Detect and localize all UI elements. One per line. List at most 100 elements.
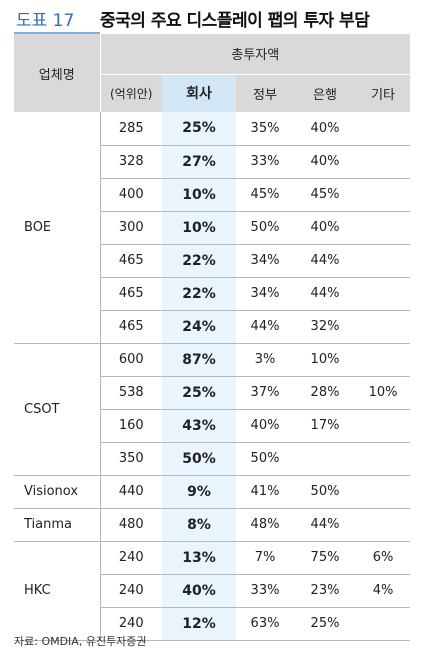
total-investment-header: 총투자액 <box>100 34 411 75</box>
other-share-cell: 10% <box>356 376 411 410</box>
total-investment-cell: 400 <box>100 178 162 212</box>
total-investment-cell: 480 <box>100 508 162 542</box>
government-share-cell: 35% <box>236 112 294 146</box>
government-share-cell: 41% <box>236 475 294 509</box>
other-share-cell <box>356 343 411 377</box>
bank-share-header: 은행 <box>294 74 356 112</box>
company-name-cell: HKC <box>14 541 101 641</box>
bank-share-cell: 25% <box>294 607 356 641</box>
company-share-cell: 87% <box>162 343 236 377</box>
figure-label: 도표 17 <box>16 11 75 31</box>
company-share-cell: 25% <box>162 112 236 146</box>
table-row: 240 12% 63% 25% <box>14 607 411 641</box>
bank-share-cell: 50% <box>294 475 356 509</box>
table-row: 465 22% 34% 44% <box>14 277 411 311</box>
company-share-cell: 24% <box>162 310 236 344</box>
total-investment-cell: 285 <box>100 112 162 146</box>
bank-share-cell: 40% <box>294 145 356 179</box>
other-share-cell <box>356 310 411 344</box>
figure-label-underline <box>14 32 100 34</box>
bank-share-cell: 44% <box>294 277 356 311</box>
government-share-cell: 63% <box>236 607 294 641</box>
table-row: BOE 285 25% 35% 40% <box>14 112 411 344</box>
company-share-cell: 27% <box>162 145 236 179</box>
table-row: CSOT 600 87% 3% 10% <box>14 343 411 476</box>
company-share-cell: 22% <box>162 244 236 278</box>
other-share-cell <box>356 145 411 179</box>
company-share-cell: 10% <box>162 211 236 245</box>
government-share-header: 정부 <box>236 74 294 112</box>
other-share-cell <box>356 409 411 443</box>
government-share-cell: 7% <box>236 541 294 575</box>
bank-share-cell: 40% <box>294 112 356 146</box>
table-row: 538 25% 37% 28% 10% <box>14 376 411 410</box>
other-share-cell <box>356 244 411 278</box>
bank-share-cell: 17% <box>294 409 356 443</box>
company-share-cell: 13% <box>162 541 236 575</box>
bank-share-cell: 40% <box>294 211 356 245</box>
table-row: 300 10% 50% 40% <box>14 211 411 245</box>
other-share-cell <box>356 178 411 212</box>
total-investment-cell: 538 <box>100 376 162 410</box>
bank-share-cell: 32% <box>294 310 356 344</box>
other-share-cell <box>356 475 411 509</box>
bank-share-cell: 45% <box>294 178 356 212</box>
government-share-cell: 48% <box>236 508 294 542</box>
company-name-cell: Visionox <box>14 475 101 509</box>
bank-share-cell: 44% <box>294 244 356 278</box>
table-row: 160 43% 40% 17% <box>14 409 411 443</box>
total-investment-cell: 465 <box>100 310 162 344</box>
bank-share-cell <box>294 442 356 476</box>
company-share-cell: 8% <box>162 508 236 542</box>
company-share-cell: 9% <box>162 475 236 509</box>
government-share-cell: 44% <box>236 310 294 344</box>
other-share-cell <box>356 508 411 542</box>
other-share-cell <box>356 607 411 641</box>
total-investment-cell: 240 <box>100 541 162 575</box>
table-row: 328 27% 33% 40% <box>14 145 411 179</box>
total-investment-cell: 440 <box>100 475 162 509</box>
table-row: 465 22% 34% 44% <box>14 244 411 278</box>
bank-share-cell: 10% <box>294 343 356 377</box>
company-share-cell: 43% <box>162 409 236 443</box>
other-share-cell: 4% <box>356 574 411 608</box>
government-share-cell: 3% <box>236 343 294 377</box>
government-share-cell: 50% <box>236 211 294 245</box>
header-row-1: 업체명 총투자액 <box>14 34 411 112</box>
company-name-cell: BOE <box>14 112 101 344</box>
table-row: 350 50% 50% <box>14 442 411 476</box>
total-investment-cell: 240 <box>100 574 162 608</box>
company-share-cell: 50% <box>162 442 236 476</box>
total-investment-cell: 465 <box>100 244 162 278</box>
table-row: HKC 240 13% 7% 75% 6% <box>14 541 411 641</box>
total-investment-cell: 600 <box>100 343 162 377</box>
total-investment-cell: 160 <box>100 409 162 443</box>
table-body: BOE 285 25% 35% 40% 328 27% 33% 40% 400 10% 45% 45% 3… <box>14 112 411 641</box>
investment-table: 업체명 총투자액 (억위안) 회사 정부 은행 기타 BOE 285 25% 35% 4… <box>14 34 411 641</box>
total-investment-cell: 350 <box>100 442 162 476</box>
company-share-cell: 40% <box>162 574 236 608</box>
figure-title: 중국의 주요 디스플레이 팹의 투자 부담 <box>100 11 370 31</box>
government-share-cell: 37% <box>236 376 294 410</box>
table-row: 400 10% 45% 45% <box>14 178 411 212</box>
government-share-cell: 34% <box>236 277 294 311</box>
bank-share-cell: 75% <box>294 541 356 575</box>
table-row: Visionox 440 9% 41% 50% <box>14 475 411 509</box>
other-share-cell <box>356 442 411 476</box>
company-share-cell: 12% <box>162 607 236 641</box>
company-name-cell: CSOT <box>14 343 101 476</box>
government-share-cell: 40% <box>236 409 294 443</box>
government-share-cell: 50% <box>236 442 294 476</box>
table-row: 240 40% 33% 23% 4% <box>14 574 411 608</box>
company-name-cell: Tianma <box>14 508 101 542</box>
government-share-cell: 34% <box>236 244 294 278</box>
government-share-cell: 45% <box>236 178 294 212</box>
bank-share-cell: 23% <box>294 574 356 608</box>
total-investment-cell: 465 <box>100 277 162 311</box>
other-share-cell <box>356 112 411 146</box>
table-row: 465 24% 44% 32% <box>14 310 411 344</box>
other-share-cell: 6% <box>356 541 411 575</box>
company-share-cell: 22% <box>162 277 236 311</box>
government-share-cell: 33% <box>236 574 294 608</box>
total-investment-cell: 328 <box>100 145 162 179</box>
